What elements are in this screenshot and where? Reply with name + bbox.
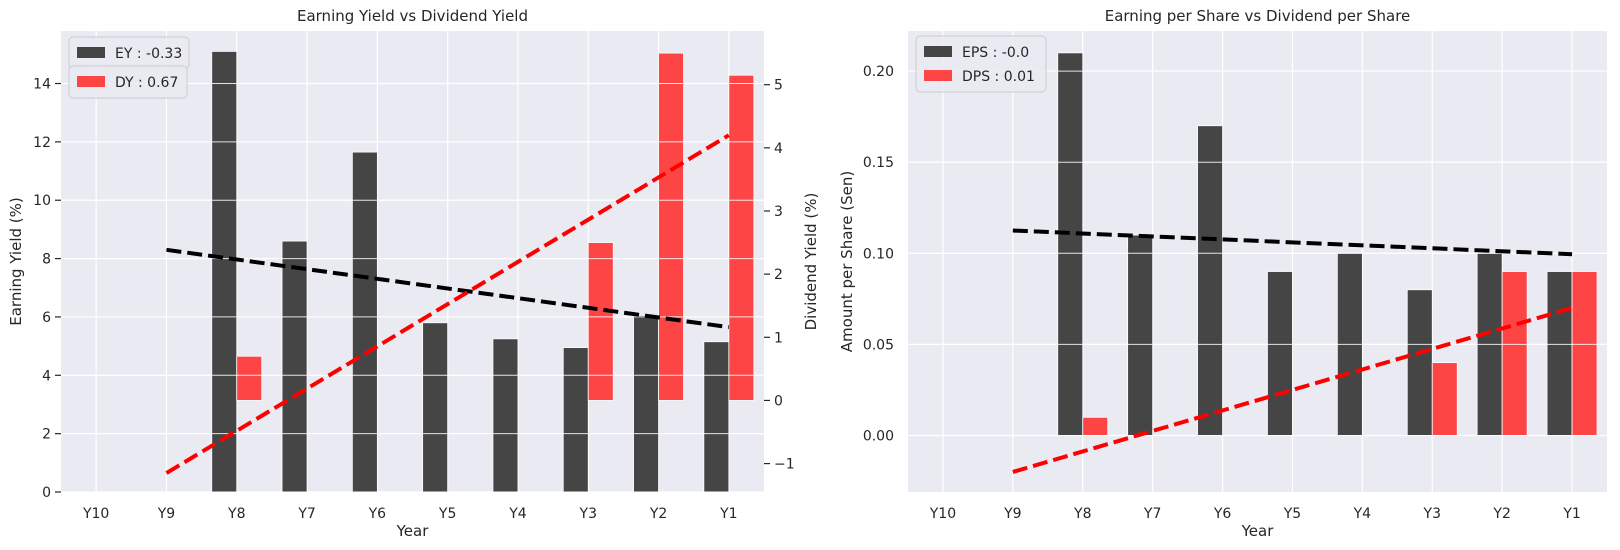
legend-label: DPS : 0.01 <box>962 69 1035 85</box>
bar-dy-y8 <box>236 355 263 401</box>
legend: EPS : -0.0 DPS : 0.01 <box>915 35 1047 93</box>
y-tick-label: 6 <box>42 310 51 326</box>
bar-ey-y7 <box>281 240 308 493</box>
y-right-tick-label: 0 <box>774 393 783 409</box>
bar-eps-y6 <box>1197 125 1223 436</box>
y-tick-label: 0.20 <box>863 64 894 80</box>
y-tick-label: 14 <box>33 77 51 93</box>
bar-eps-y8 <box>1057 52 1084 436</box>
legend-swatch <box>924 46 952 57</box>
bar-ey-y5 <box>422 322 449 493</box>
bar-dy-y1 <box>728 74 755 401</box>
legend-swatch <box>924 70 952 81</box>
y-right-tick-label: 2 <box>774 267 783 283</box>
bar-dy-y3 <box>587 242 614 401</box>
x-axis-label: Year <box>1241 522 1275 540</box>
trendline-earnings <box>1012 228 1573 257</box>
bar-eps-y3 <box>1406 289 1433 436</box>
x-axis-label: Year <box>396 522 430 540</box>
y-tick-label: 10 <box>33 193 51 209</box>
x-tick-label: Y2 <box>1492 506 1510 522</box>
y-right-tick-label: 1 <box>774 330 783 346</box>
legend-label: EPS : -0.0 <box>962 45 1029 61</box>
x-tick-label: Y6 <box>368 506 387 522</box>
x-tick-label: Y1 <box>719 506 737 522</box>
x-tick-label: Y10 <box>929 506 956 522</box>
bar-ey-y3 <box>562 347 589 493</box>
bar-ey-y2 <box>633 315 659 493</box>
bar-dps-y8 <box>1082 416 1109 436</box>
x-tick-label: Y7 <box>1143 506 1161 522</box>
bar-eps-y1 <box>1546 271 1573 436</box>
x-tick-label: Y4 <box>1353 506 1372 522</box>
bar-ey-y1 <box>703 341 730 493</box>
y-right-tick-label: −1 <box>774 457 795 473</box>
y-right-tick-label: 4 <box>774 141 783 157</box>
trendline-dividend <box>165 133 730 475</box>
x-tick-label: Y9 <box>157 506 175 522</box>
bar-ey-y4 <box>492 338 519 493</box>
legend-swatch <box>77 76 105 87</box>
legend: EY : -0.33 <box>68 36 190 70</box>
y-right-tick-label: 5 <box>774 78 783 94</box>
x-tick-label: Y9 <box>1003 506 1021 522</box>
legend: DY : 0.67 <box>68 65 188 99</box>
x-tick-label: Y10 <box>82 506 109 522</box>
trendline-earnings <box>166 247 730 330</box>
trendline-dividend <box>1012 306 1573 474</box>
y-tick-label: 4 <box>42 368 51 384</box>
bar-dy-y2 <box>658 52 684 401</box>
x-tick-label: Y5 <box>1283 506 1301 522</box>
x-tick-label: Y8 <box>1073 506 1091 522</box>
y-tick-label: 8 <box>42 252 51 268</box>
legend-label: EY : -0.33 <box>115 46 182 62</box>
chart-panel-2: 0.00 0.05 0.10 0.15 0.20 Y10 Y9 Y8 Y7 Y6 Y5 Y4 Y3 Y2 Y… <box>838 7 1607 540</box>
bar-eps-y7 <box>1127 234 1154 436</box>
y-right-axis-label: Dividend Yield (%) <box>802 193 820 331</box>
bar-ey-y6 <box>351 151 378 493</box>
y-tick-label: 0.05 <box>863 337 894 353</box>
x-tick-label: Y3 <box>579 506 597 522</box>
legend-frame <box>68 65 188 99</box>
chart-title: Earning Yield vs Dividend Yield <box>297 7 528 25</box>
bar-eps-y5 <box>1267 271 1293 436</box>
bar-dps-y2 <box>1501 271 1528 436</box>
y-axis-label: Amount per Share (Sen) <box>838 171 856 352</box>
y-tick-label: 2 <box>42 427 51 443</box>
chart-title: Earning per Share vs Dividend per Share <box>1105 7 1411 25</box>
y-tick-label: 12 <box>33 135 51 151</box>
x-tick-label: Y4 <box>508 506 527 522</box>
x-tick-label: Y5 <box>438 506 456 522</box>
y-right-tick-label: 3 <box>774 204 783 220</box>
y-axis-label: Earning Yield (%) <box>7 197 25 325</box>
x-tick-label: Y8 <box>227 506 245 522</box>
y-tick-label: 0.15 <box>863 155 894 171</box>
x-tick-label: Y6 <box>1213 506 1232 522</box>
bar-dps-y1 <box>1571 271 1598 436</box>
legend-swatch <box>77 47 105 58</box>
x-tick-label: Y7 <box>297 506 315 522</box>
y-tick-label: 0.10 <box>863 246 894 262</box>
bar-ey-y8 <box>211 51 238 493</box>
y-tick-label: 0.00 <box>863 429 894 445</box>
y-tick-label: 0 <box>42 485 51 501</box>
legend-label: DY : 0.67 <box>115 75 178 91</box>
x-tick-label: Y2 <box>649 506 667 522</box>
x-tick-label: Y3 <box>1423 506 1441 522</box>
bar-dps-y3 <box>1431 362 1458 436</box>
x-tick-label: Y1 <box>1562 506 1580 522</box>
